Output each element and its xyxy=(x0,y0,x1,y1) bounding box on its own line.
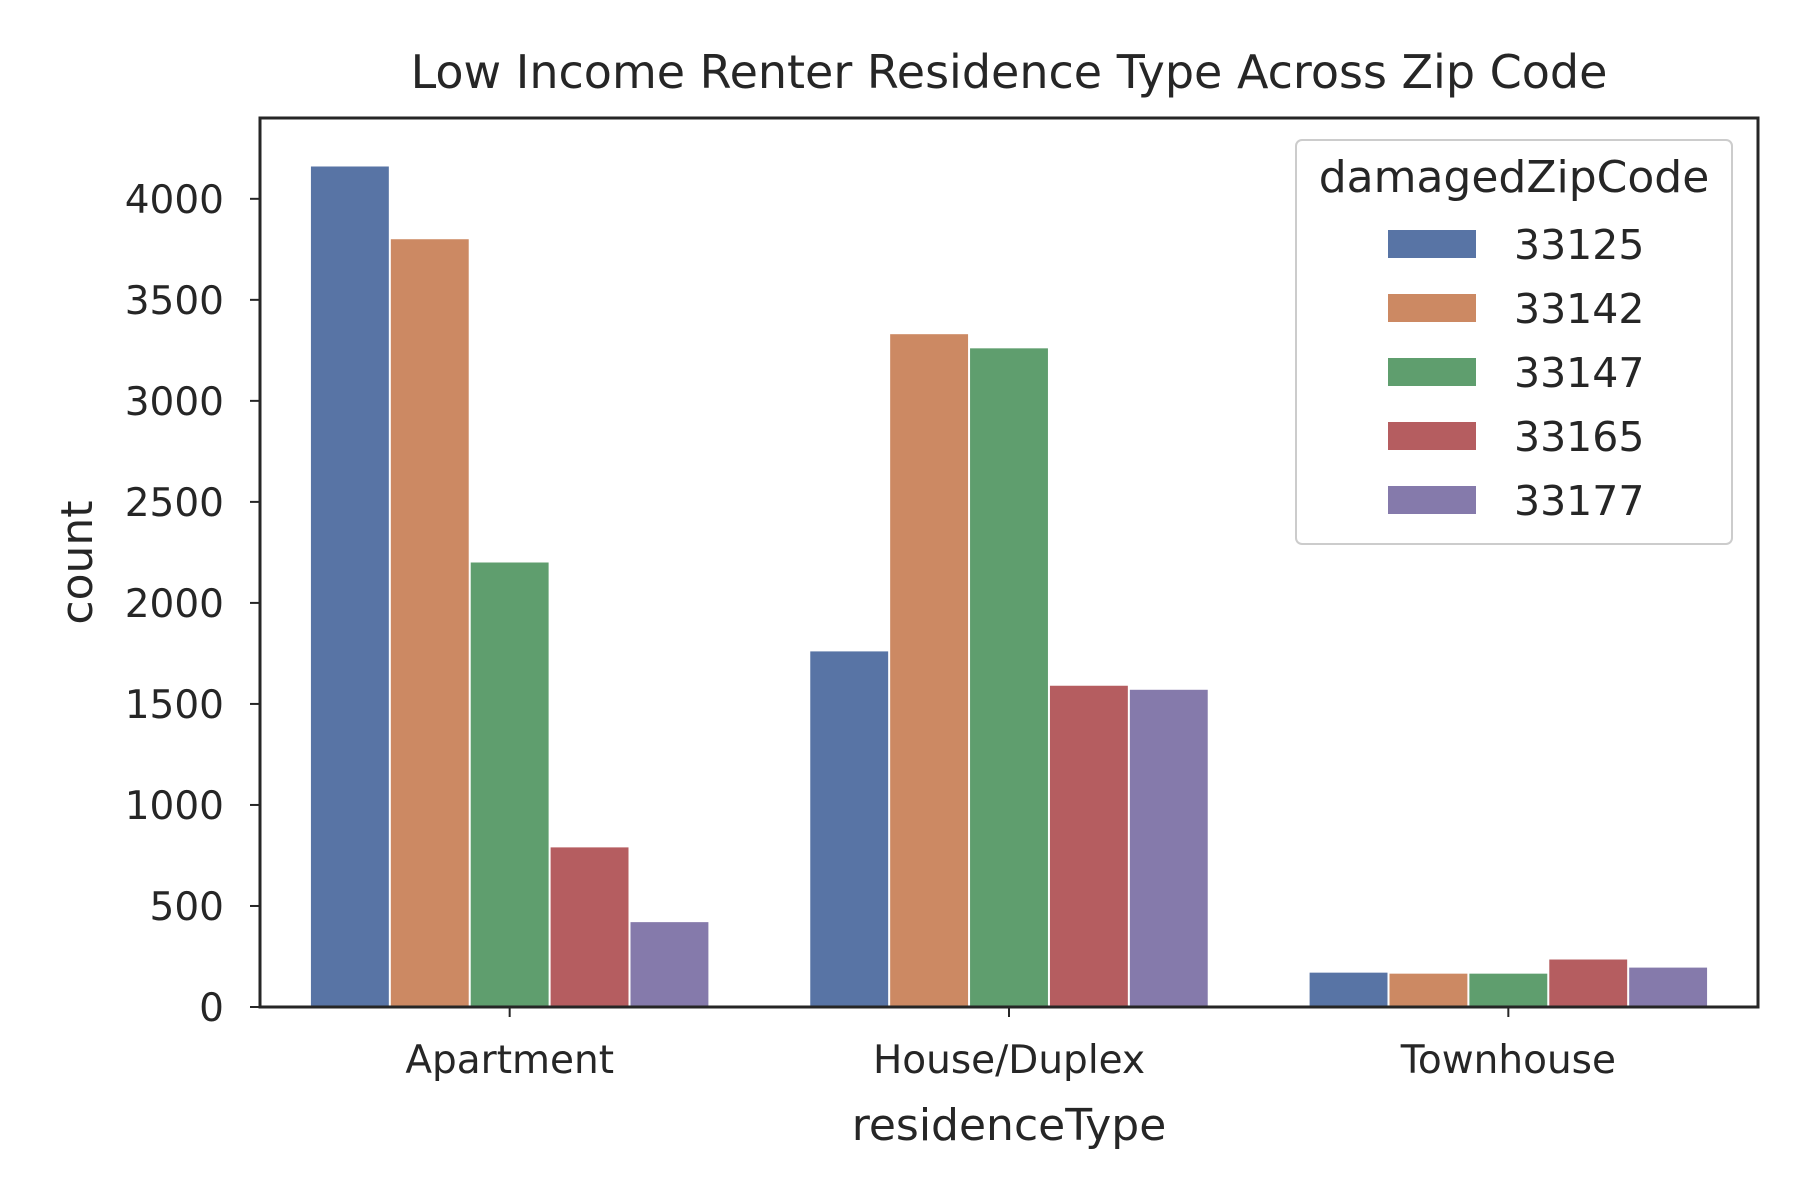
y-tick-label: 500 xyxy=(150,885,224,930)
y-tick-label: 1500 xyxy=(125,683,224,728)
x-tick-label: Townhouse xyxy=(1400,1038,1616,1083)
bar-group xyxy=(310,166,1708,1008)
bar-apartment-33125 xyxy=(310,166,389,1007)
y-axis: 0 500 1000 1500 2000 2500 3000 3500 4000 xyxy=(125,178,260,1031)
legend-label-33177: 33177 xyxy=(1514,477,1644,525)
x-tick-label: Apartment xyxy=(405,1038,614,1083)
bar-apartment-33177 xyxy=(630,922,709,1007)
x-tick-label: House/Duplex xyxy=(873,1038,1145,1083)
legend-title: damagedZipCode xyxy=(1319,152,1710,203)
bar-townhouse-33142 xyxy=(1389,973,1468,1007)
legend-label-33142: 33142 xyxy=(1514,285,1644,333)
bar-house-duplex-33165 xyxy=(1049,685,1128,1007)
bar-apartment-33142 xyxy=(390,239,469,1007)
bar-townhouse-33165 xyxy=(1549,959,1628,1007)
legend: damagedZipCode 33125 33142 33147 33165 33177 xyxy=(1295,139,1733,545)
bar-townhouse-33177 xyxy=(1629,967,1708,1007)
legend-swatch-33147 xyxy=(1388,358,1476,386)
legend-swatch-33142 xyxy=(1388,294,1476,322)
y-tick-label: 2000 xyxy=(125,582,224,627)
bar-townhouse-33147 xyxy=(1469,973,1548,1007)
legend-label-33165: 33165 xyxy=(1514,413,1644,461)
bar-house-duplex-33125 xyxy=(810,651,889,1007)
y-tick-label: 0 xyxy=(199,986,224,1031)
legend-label-33147: 33147 xyxy=(1514,349,1644,397)
y-tick-label: 4000 xyxy=(125,178,224,223)
bar-apartment-33147 xyxy=(470,562,549,1007)
chart-title: Low Income Renter Residence Type Across … xyxy=(411,45,1608,99)
x-axis-label: residenceType xyxy=(852,1100,1167,1151)
legend-swatch-33165 xyxy=(1388,422,1476,450)
y-tick-label: 2500 xyxy=(125,481,224,526)
y-tick-label: 3000 xyxy=(125,380,224,425)
bar-house-duplex-33142 xyxy=(890,334,969,1008)
legend-swatch-33177 xyxy=(1388,486,1476,514)
legend-label-33125: 33125 xyxy=(1514,221,1644,269)
x-axis: Apartment House/Duplex Townhouse xyxy=(405,1007,1616,1083)
bar-house-duplex-33177 xyxy=(1129,689,1208,1007)
legend-items: 33125 33142 33147 33165 33177 xyxy=(1388,221,1644,525)
y-tick-label: 3500 xyxy=(125,279,224,324)
bar-townhouse-33125 xyxy=(1309,972,1388,1007)
legend-swatch-33125 xyxy=(1388,230,1476,258)
y-axis-label: count xyxy=(52,500,103,624)
bar-apartment-33165 xyxy=(550,847,629,1007)
y-tick-label: 1000 xyxy=(125,784,224,829)
bar-house-duplex-33147 xyxy=(970,348,1048,1008)
